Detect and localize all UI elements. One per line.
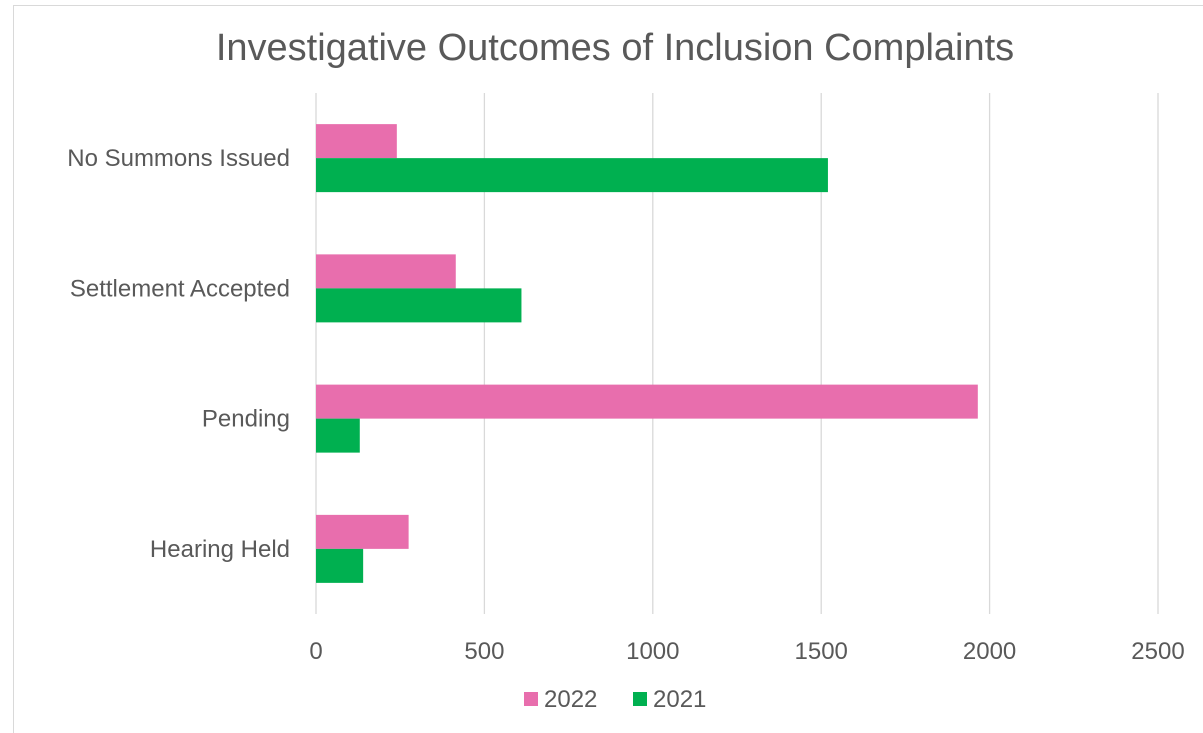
category-label: Pending xyxy=(202,406,290,433)
bar-2021 xyxy=(316,288,522,323)
x-tick-label: 2500 xyxy=(1131,638,1184,665)
x-tick-label: 1500 xyxy=(795,638,848,665)
bar-2022 xyxy=(316,124,397,159)
x-tick-label: 500 xyxy=(464,638,504,665)
x-tick-label: 1000 xyxy=(626,638,679,665)
legend-swatch-2021 xyxy=(633,692,647,706)
bar-2022 xyxy=(316,254,456,289)
bars xyxy=(316,124,978,583)
legend-label: 2022 xyxy=(544,686,597,713)
category-labels: No Summons Issued Settlement Accepted Pend… xyxy=(67,145,290,563)
legend: 2022 2021 xyxy=(524,686,706,713)
legend-swatch-2022 xyxy=(524,692,538,706)
bar-2021 xyxy=(316,158,828,193)
chart-frame xyxy=(13,5,1203,733)
bar-2022 xyxy=(316,514,409,549)
chart-title: Investigative Outcomes of Inclusion Comp… xyxy=(216,27,1014,69)
category-label: Hearing Held xyxy=(150,536,290,563)
x-axis-tick-labels: 0 500 1000 1500 2000 2500 xyxy=(309,638,1184,665)
legend-label: 2021 xyxy=(653,686,706,713)
x-tick-label: 0 xyxy=(309,638,322,665)
category-label: No Summons Issued xyxy=(67,145,290,172)
x-tick-label: 2000 xyxy=(963,638,1016,665)
category-label: Settlement Accepted xyxy=(70,275,290,302)
bar-2021 xyxy=(316,548,364,583)
bar-2021 xyxy=(316,418,360,453)
bar-2022 xyxy=(316,384,978,419)
